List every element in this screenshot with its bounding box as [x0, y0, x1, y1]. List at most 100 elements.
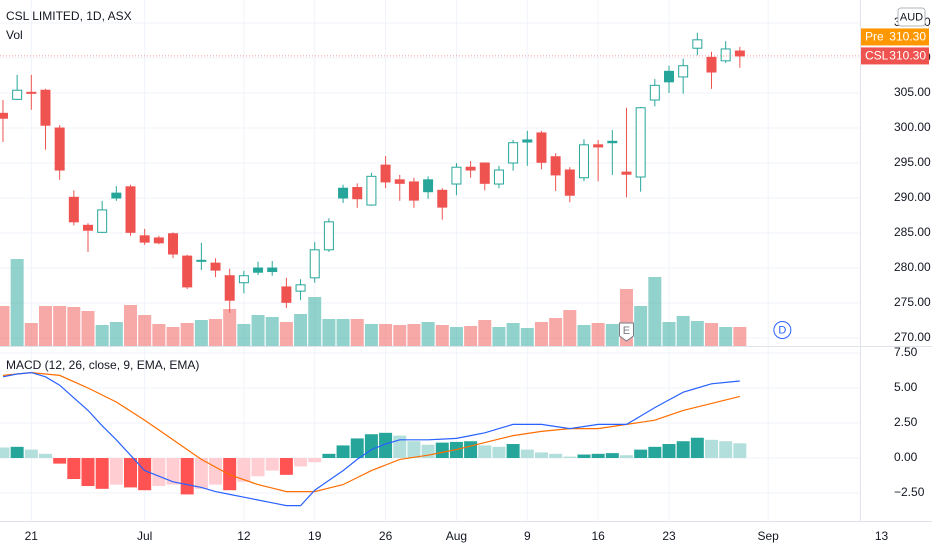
candle-body [267, 267, 278, 273]
volume-bar [53, 306, 67, 346]
histogram-bar [690, 437, 704, 459]
histogram-bar [364, 434, 378, 459]
price-badge-value: 310.30 [889, 49, 926, 63]
y-tick-label: 270.00 [894, 330, 931, 344]
candle-body [423, 179, 434, 193]
currency: AUD [900, 11, 923, 23]
histogram-bar [379, 432, 393, 459]
candle-body [678, 65, 689, 78]
candle-body [309, 249, 320, 279]
histogram-bar [478, 445, 492, 459]
histogram-bar [109, 458, 123, 485]
dividend-label: D [778, 324, 786, 336]
price-badge-name: Pre [865, 30, 884, 44]
candle-body [734, 50, 745, 57]
volume-bar [138, 315, 152, 346]
y-tick-label: 280.00 [894, 260, 931, 274]
candle-body [153, 237, 164, 244]
candle-body [210, 262, 221, 271]
histogram-bar [124, 458, 138, 488]
histogram-bar [209, 458, 223, 485]
x-tick-label: 13 [875, 529, 889, 543]
volume-bar [705, 323, 719, 346]
histogram-bar [435, 442, 449, 459]
volume-bar [733, 327, 747, 346]
y-tick-label: 295.00 [894, 155, 931, 169]
candle-body [394, 179, 405, 184]
volume-bar [265, 317, 279, 346]
histogram-bar [279, 458, 293, 475]
candle-body [550, 156, 561, 176]
dividend-marker[interactable] [773, 321, 792, 339]
candle-body [295, 284, 306, 292]
volume-bar [634, 306, 648, 346]
candle-body [352, 187, 363, 200]
volume-bar [152, 324, 166, 346]
y-tick-label: 0.00 [894, 450, 918, 464]
volume-bar [549, 318, 563, 346]
volume-bar [407, 324, 421, 346]
x-tick-label: 19 [308, 529, 322, 543]
volume-bar [294, 314, 308, 346]
histogram-bar [605, 453, 619, 459]
candle-body [649, 84, 660, 101]
candle-body [720, 48, 731, 62]
volume-bar [421, 322, 435, 346]
x-tick-label: Aug [446, 529, 467, 543]
y-tick-label: 305.00 [894, 85, 931, 99]
histogram-bar [662, 444, 676, 459]
histogram-bar [223, 458, 237, 491]
y-tick-label: 7.50 [894, 345, 918, 359]
volume-bar [322, 319, 336, 346]
volume-bar [577, 325, 591, 346]
candle-body [536, 132, 547, 163]
histogram-bar [237, 458, 251, 482]
signal-line [2, 371, 740, 493]
histogram-bar [577, 454, 591, 459]
histogram-bar [648, 446, 662, 459]
candle-body [54, 127, 65, 171]
volume-bar [180, 323, 194, 346]
histogram-bar [506, 444, 520, 459]
candle-body [0, 112, 8, 119]
histogram-bar [534, 452, 548, 459]
histogram-bar [676, 441, 690, 459]
volume-bar [563, 310, 577, 346]
histogram-bar [0, 447, 10, 459]
volume-bar [364, 324, 378, 346]
x-tick-label: 12 [237, 529, 251, 543]
candle-body [380, 164, 391, 183]
histogram-bar [336, 445, 350, 459]
volume-bar [676, 316, 690, 346]
x-tick-label: Sep [758, 529, 780, 543]
histogram-bar [619, 455, 633, 459]
histogram-bar [308, 458, 322, 463]
earnings-marker[interactable] [618, 322, 634, 342]
candle-body [168, 233, 179, 255]
histogram-bar [733, 443, 747, 459]
y-tick-label: 275.00 [894, 295, 931, 309]
candle-body [479, 162, 490, 184]
volume-bar [464, 326, 478, 346]
candle-body [97, 209, 108, 233]
volume-bar [336, 319, 350, 346]
volume-bar [279, 322, 293, 346]
candle-body [663, 70, 674, 83]
y-tick-label: 300.00 [894, 120, 931, 134]
candle-body [408, 181, 419, 201]
histogram-bar [251, 458, 265, 477]
candle-body [338, 187, 349, 199]
histogram-bar [705, 439, 719, 459]
volume-bar [209, 319, 223, 346]
volume-bar [194, 320, 208, 346]
candle-body [196, 259, 207, 262]
x-tick-label: Jul [137, 529, 152, 543]
candle-body [238, 275, 249, 284]
volume-bar [492, 327, 506, 346]
currency-badge[interactable] [897, 7, 926, 27]
x-tick-label: 9 [524, 529, 531, 543]
price-badge [861, 28, 929, 46]
volume-bar [251, 315, 265, 346]
volume-bar [719, 327, 733, 346]
